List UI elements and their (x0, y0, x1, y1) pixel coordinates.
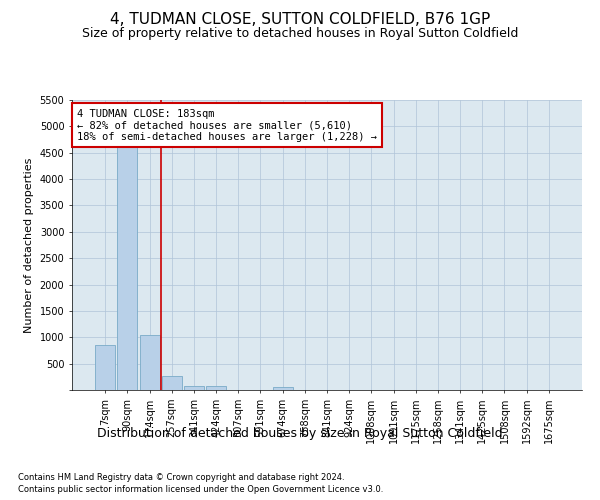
Bar (184, 386, 204, 390)
Text: Distribution of detached houses by size in Royal Sutton Coldfield: Distribution of detached houses by size … (97, 428, 503, 440)
Text: Size of property relative to detached houses in Royal Sutton Coldfield: Size of property relative to detached ho… (82, 28, 518, 40)
Bar (206, 386, 226, 390)
Bar (118, 148, 137, 390)
Bar (162, 376, 182, 390)
Bar (140, 334, 160, 390)
Text: Contains public sector information licensed under the Open Government Licence v3: Contains public sector information licen… (18, 485, 383, 494)
Text: 4, TUDMAN CLOSE, SUTTON COLDFIELD, B76 1GP: 4, TUDMAN CLOSE, SUTTON COLDFIELD, B76 1… (110, 12, 490, 28)
Y-axis label: Number of detached properties: Number of detached properties (24, 158, 34, 332)
Bar (95, 345, 115, 390)
Bar (272, 387, 293, 390)
Text: Contains HM Land Registry data © Crown copyright and database right 2024.: Contains HM Land Registry data © Crown c… (18, 472, 344, 482)
Text: 4 TUDMAN CLOSE: 183sqm
← 82% of detached houses are smaller (5,610)
18% of semi-: 4 TUDMAN CLOSE: 183sqm ← 82% of detached… (77, 108, 377, 142)
